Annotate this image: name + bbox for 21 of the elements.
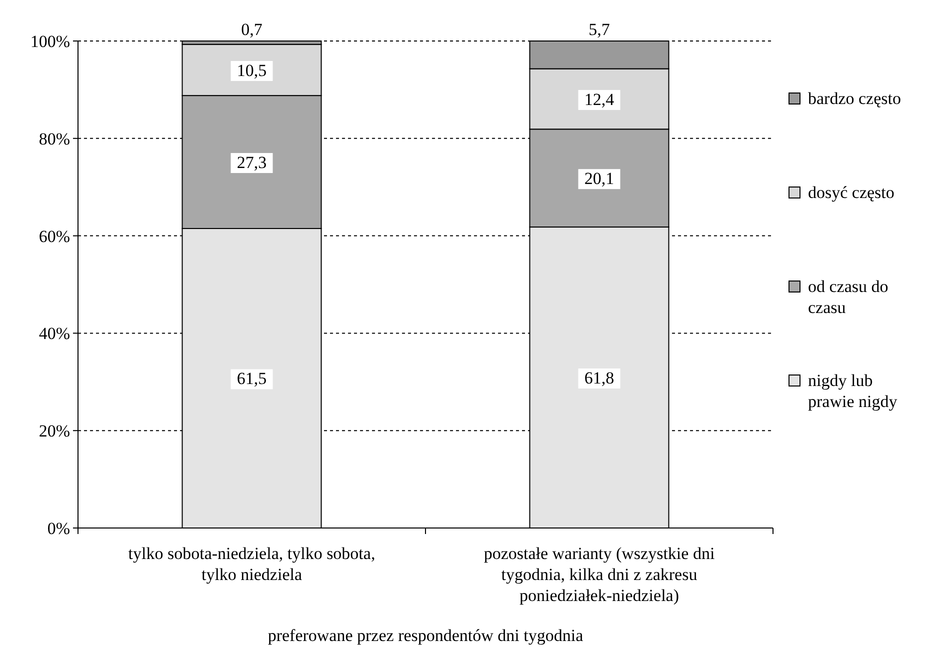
- legend-label: od czasu do czasu: [808, 277, 888, 317]
- data-label: 20,1: [584, 169, 614, 188]
- data-label: 0,7: [241, 20, 263, 39]
- x-tick-label: pozostałe warianty (wszystkie dni tygodnia, kilka dni z zakresu poniedziałek-niedziela): [484, 544, 715, 605]
- x-tick-label: tylko sobota-niedziela, tylko sobota, tylko niedziela: [128, 544, 376, 584]
- y-tick-label: 40%: [38, 324, 70, 344]
- legend-label: bardzo często: [808, 89, 901, 108]
- x-axis-title: preferowane przez respondentów dni tygodnia: [268, 626, 584, 645]
- y-tick-label: 20%: [38, 422, 70, 441]
- legend-label: dosyć często: [808, 183, 894, 202]
- data-label: 5,7: [588, 20, 610, 39]
- data-label: 27,3: [236, 153, 267, 172]
- data-label: 12,4: [584, 90, 615, 109]
- y-tick-label: 80%: [38, 129, 70, 148]
- legend-label: nigdy lub prawie nigdy: [808, 371, 898, 411]
- data-label: 61,8: [584, 368, 614, 388]
- y-tick-label: 60%: [38, 226, 70, 246]
- data-label: 61,5: [236, 369, 267, 388]
- y-tick-label: 0%: [47, 519, 70, 538]
- y-tick-label: 100%: [30, 32, 70, 51]
- data-label: 10,5: [236, 60, 267, 80]
